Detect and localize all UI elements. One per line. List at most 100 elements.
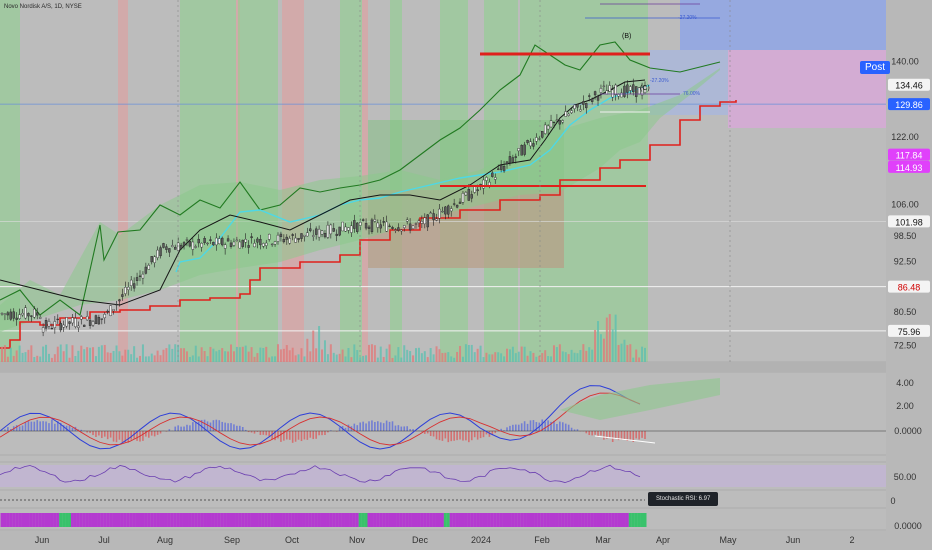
volume-bar (444, 352, 447, 362)
macd-hist (506, 427, 508, 431)
candle-body (197, 238, 200, 244)
candle-body (185, 239, 189, 241)
macd-hist (588, 431, 591, 436)
bottom-bar (235, 513, 239, 527)
candle-body (361, 219, 365, 221)
macd-hist (7, 427, 9, 431)
bottom-bar (203, 513, 207, 527)
price-axis-bg (886, 0, 932, 550)
candle-body (291, 234, 294, 236)
bottom-bar (32, 513, 36, 527)
macd-hist (186, 424, 188, 431)
volume-bar (253, 356, 256, 362)
macd-hist (535, 422, 538, 431)
bottom-bar (261, 513, 265, 527)
volume-bar (244, 345, 247, 362)
candle-body (400, 229, 403, 232)
bottom-bar (570, 513, 574, 527)
candle-body (593, 91, 597, 96)
volume-bar (174, 344, 177, 362)
volume-bar (124, 349, 127, 362)
volume-bar (306, 338, 309, 362)
bottom-bar (575, 513, 579, 527)
candle-body (543, 124, 547, 134)
post-price-badge[interactable]: Post (860, 61, 891, 74)
bottom-bar (258, 513, 262, 527)
macd-hist (567, 424, 570, 431)
candle-body (141, 273, 145, 279)
macd-signal (0, 392, 641, 446)
volume-bar (12, 355, 15, 362)
macd-hist (218, 420, 221, 431)
macd-hist (280, 431, 282, 442)
volume-bar (412, 355, 415, 362)
volume-bar (365, 355, 368, 362)
zone-5 (282, 0, 304, 362)
candle-body (408, 223, 412, 231)
volume-bar (323, 340, 326, 362)
bottom-bar (367, 513, 371, 527)
candle-body (364, 223, 368, 229)
bottom-bar (191, 513, 195, 527)
bottom-bar (455, 513, 459, 527)
bottom-bar (173, 513, 177, 527)
bottom-bar (326, 513, 330, 527)
bottom-bar (206, 513, 210, 527)
candle-body (80, 316, 83, 320)
time-axis-bg (0, 531, 886, 550)
bottom-bar (464, 513, 468, 527)
macd-hist (438, 431, 441, 441)
macd-hist (632, 431, 635, 442)
bottom-bar (487, 513, 491, 527)
candle-body (88, 319, 92, 326)
volume-bar (429, 348, 432, 362)
bottom-bar (520, 513, 524, 527)
candle-body (341, 221, 344, 232)
candle-body (394, 229, 397, 231)
candle-body (317, 228, 321, 238)
candle-body (312, 235, 315, 237)
bottom-bar (217, 513, 221, 527)
volume-bar (588, 347, 591, 362)
volume-bar (232, 351, 235, 362)
bottom-bar (388, 513, 392, 527)
macd-hist (300, 431, 303, 442)
bottom-bar (640, 513, 644, 527)
candle-body (411, 225, 415, 229)
bottom-bar (531, 513, 535, 527)
volume-bar (212, 348, 215, 362)
volume-bar (86, 347, 89, 362)
bottom-bar (170, 513, 174, 527)
macd-hist (553, 420, 555, 431)
volume-bar (417, 347, 420, 362)
bottom-bar (291, 513, 295, 527)
time-axis-tick: Jun (786, 535, 801, 545)
volume-bar (605, 317, 608, 362)
chart-title: Novo Nordisk A/S, 1D, NYSE (4, 4, 82, 10)
bottom-bar (429, 513, 433, 527)
candle-body (599, 88, 603, 93)
volume-bar (520, 346, 523, 362)
volume-bar (379, 346, 382, 362)
macd-hist (608, 431, 611, 438)
macd-hist (359, 422, 362, 431)
candle-body (65, 317, 68, 327)
volume-bar (576, 353, 579, 362)
bottom-bar (502, 513, 506, 527)
candle-body (467, 189, 471, 201)
price-level-value: 101.98 (895, 217, 923, 227)
bottom-bar (587, 513, 591, 527)
candle-body (538, 138, 541, 140)
macd-hist (462, 431, 464, 441)
volume-bar (309, 351, 312, 362)
macd-hist (291, 431, 294, 443)
candle-body (18, 314, 21, 319)
candle-body (382, 221, 385, 223)
zone-2 (180, 0, 236, 362)
macd-hist (626, 431, 629, 441)
time-axis-tick: Apr (656, 535, 670, 545)
volume-bar (285, 345, 288, 362)
candle-body (232, 241, 236, 246)
time-axis-tick: Oct (285, 535, 300, 545)
